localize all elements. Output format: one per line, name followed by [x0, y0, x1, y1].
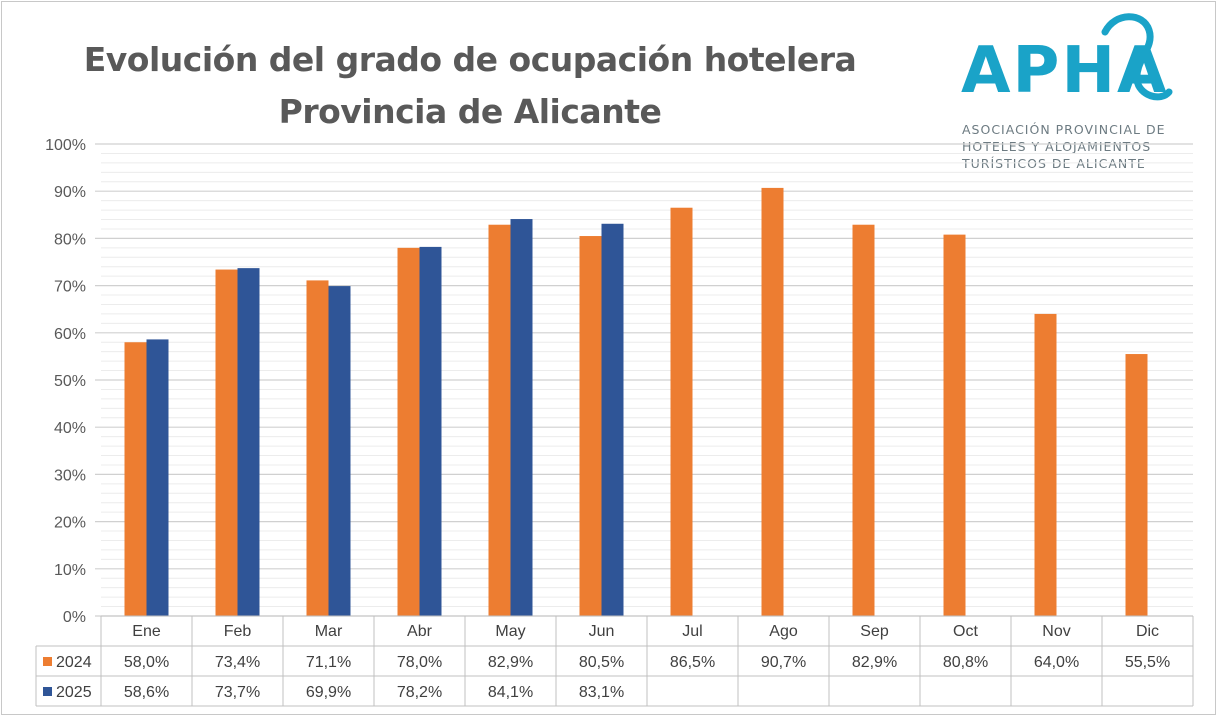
logo-wordmark: APHA	[961, 34, 1169, 108]
bar-2024-may	[488, 224, 511, 616]
y-tick-label: 50%	[54, 373, 86, 390]
logo-swoosh	[1101, 13, 1173, 101]
chart-title: Evolución del grado de ocupación hoteler…	[0, 34, 940, 138]
bar-2024-sep	[852, 224, 875, 616]
data-label: 90,7%	[761, 654, 806, 671]
data-label: 73,4%	[215, 654, 260, 671]
data-label: 86,5%	[670, 654, 715, 671]
y-tick-label: 20%	[54, 515, 86, 532]
bar-2024-ago	[761, 187, 784, 616]
data-label: 80,8%	[943, 654, 988, 671]
legend-label-2024: 2024	[56, 654, 92, 671]
y-tick-label: 90%	[54, 184, 86, 201]
category-label: Mar	[315, 623, 343, 640]
category-label: May	[495, 623, 525, 640]
bar-2025-ene	[146, 339, 169, 616]
bar-2024-nov	[1034, 313, 1057, 616]
bar-2024-ene	[124, 342, 147, 616]
y-tick-label: 60%	[54, 326, 86, 343]
bar-2024-abr	[397, 247, 420, 616]
title-line-2: Provincia de Alicante	[278, 92, 662, 131]
logo-subtitle-3: TURÍSTICOS DE ALICANTE	[962, 156, 1146, 171]
bar-2024-mar	[306, 280, 329, 616]
title-line-1: Evolución del grado de ocupación hoteler…	[83, 40, 857, 79]
data-label: 83,1%	[579, 684, 624, 701]
data-label: 80,5%	[579, 654, 624, 671]
data-label: 82,9%	[852, 654, 897, 671]
bar-2024-dic	[1125, 354, 1148, 616]
bar-2025-mar	[328, 286, 351, 616]
y-tick-label: 40%	[54, 420, 86, 437]
data-label: 55,5%	[1125, 654, 1170, 671]
y-tick-label: 70%	[54, 279, 86, 296]
category-label: Sep	[860, 623, 889, 640]
data-label: 69,9%	[306, 684, 351, 701]
legend-label-2025: 2025	[56, 684, 92, 701]
data-label: 73,7%	[215, 684, 260, 701]
bar-2024-oct	[943, 234, 966, 616]
data-label: 82,9%	[488, 654, 533, 671]
bar-2024-jul	[670, 207, 693, 616]
data-label: 78,2%	[397, 684, 442, 701]
data-label: 84,1%	[488, 684, 533, 701]
category-label: Dic	[1136, 623, 1159, 640]
apha-logo: APHA	[961, 13, 1173, 108]
legend-swatch-2024	[43, 657, 52, 666]
legend-swatch-2025	[43, 687, 52, 696]
category-label: Feb	[224, 623, 252, 640]
y-tick-label: 100%	[45, 137, 86, 154]
y-tick-label: 10%	[54, 562, 86, 579]
y-tick-label: 80%	[54, 231, 86, 248]
logo-subtitle-2: HOTELES Y ALOJAMIENTOS	[962, 139, 1152, 154]
bar-2025-abr	[419, 246, 442, 616]
category-label: Jul	[682, 623, 702, 640]
y-tick-label: 0%	[63, 609, 86, 626]
logo-subtitle-1: ASOCIACIÓN PROVINCIAL DE	[962, 122, 1166, 137]
data-label: 78,0%	[397, 654, 442, 671]
category-label: Ene	[132, 623, 161, 640]
bar-2024-jun	[579, 236, 602, 617]
category-label: Oct	[953, 623, 978, 640]
bar-2025-feb	[237, 268, 260, 616]
data-label: 58,0%	[124, 654, 169, 671]
data-label: 71,1%	[306, 654, 351, 671]
data-label: 64,0%	[1034, 654, 1079, 671]
category-label: Jun	[589, 623, 615, 640]
category-label: Nov	[1042, 623, 1070, 640]
data-label: 58,6%	[124, 684, 169, 701]
category-label: Abr	[407, 623, 433, 640]
category-label: Ago	[769, 623, 798, 640]
bar-2025-may	[510, 219, 533, 616]
y-tick-label: 30%	[54, 467, 86, 484]
bar-2025-jun	[601, 223, 624, 616]
bar-2024-feb	[215, 269, 238, 616]
